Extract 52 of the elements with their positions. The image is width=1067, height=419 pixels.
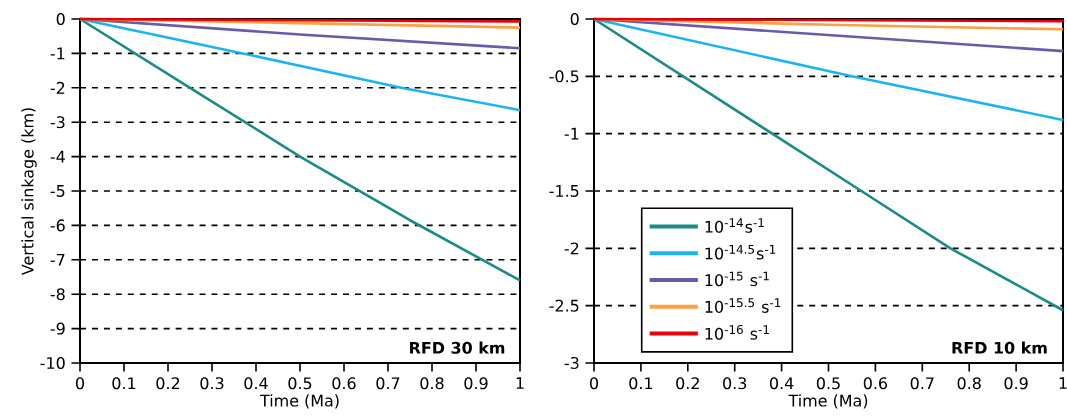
x-tick-label: 0.8 bbox=[957, 377, 981, 390]
y-tick-label: -7 bbox=[50, 253, 65, 266]
legend-label: 10$^{-14.5}$s$^{-1}$ bbox=[705, 244, 776, 260]
legend-label: 10$^{-14}$s$^{-1}$ bbox=[705, 218, 764, 233]
y-tick-label: -3 bbox=[564, 356, 579, 370]
annotation: RFD 10 km bbox=[952, 341, 1047, 354]
y-tick-label: -8 bbox=[50, 288, 65, 301]
legend-label: 10$^{-16}$ s$^{-1}$ bbox=[705, 325, 769, 340]
y-tick-label: -1.5 bbox=[549, 185, 579, 197]
y-tick-label: -5 bbox=[50, 185, 65, 197]
x-tick-label: 0.6 bbox=[332, 377, 356, 390]
y-tick-label: -6 bbox=[50, 219, 65, 232]
y-axis-title: Vertical sinkage (km) bbox=[21, 108, 37, 276]
x-tick-label: 0.5 bbox=[816, 377, 840, 390]
y-tick-label: -10 bbox=[40, 356, 65, 370]
x-tick-label: 0.5 bbox=[288, 377, 312, 390]
x-tick-label: 0.4 bbox=[769, 377, 794, 390]
y-tick-label: -1 bbox=[564, 127, 579, 140]
x-tick-label: 1 bbox=[1059, 377, 1067, 389]
legend-label: 10$^{-15}$ s$^{-1}$ bbox=[705, 271, 769, 287]
legend-label: 10$^{-15.5}$ s$^{-1}$ bbox=[705, 298, 781, 313]
x-axis-title: Time (Ma) bbox=[259, 394, 339, 409]
y-tick-label: -9 bbox=[50, 322, 65, 335]
y-tick-label: -2 bbox=[564, 242, 579, 255]
x-tick-label: 0.6 bbox=[863, 377, 888, 390]
y-tick-label: -2.5 bbox=[549, 299, 579, 312]
x-tick-label: 0.3 bbox=[200, 377, 224, 390]
annotation: RFD 30 km bbox=[410, 341, 505, 354]
x-tick-label: 0.1 bbox=[112, 377, 136, 390]
line-series bbox=[78, 17, 522, 282]
x-tick-label: 0.7 bbox=[910, 377, 934, 390]
x-tick-label: 0.2 bbox=[676, 377, 699, 390]
y-tick-label: -1 bbox=[50, 47, 65, 60]
x-tick-label: 0.8 bbox=[420, 377, 444, 390]
x-tick-label: 0.3 bbox=[723, 377, 747, 390]
x-tick-label: 0.2 bbox=[156, 377, 180, 390]
y-tick-label: 0 bbox=[570, 12, 579, 26]
x-tick-label: 0.7 bbox=[376, 377, 400, 390]
x-tick-label: 0.4 bbox=[244, 377, 268, 390]
x-tick-label: 1 bbox=[516, 377, 524, 389]
y-tick-label: -2 bbox=[50, 81, 65, 94]
y-tick-label: -3 bbox=[50, 116, 65, 129]
x-tick-label: 0.1 bbox=[629, 377, 653, 390]
y-tick-label: -0.5 bbox=[549, 70, 579, 83]
y-tick-label: -4 bbox=[50, 150, 65, 163]
x-tick-label: 0 bbox=[75, 377, 85, 390]
y-tick-label: 0 bbox=[56, 12, 65, 26]
x-tick-label: 0 bbox=[590, 377, 599, 390]
line-series bbox=[78, 17, 522, 112]
x-tick-label: 0.9 bbox=[464, 377, 488, 390]
x-axis-title: Time (Ma) bbox=[788, 394, 868, 409]
x-tick-label: 0.9 bbox=[1004, 377, 1028, 390]
